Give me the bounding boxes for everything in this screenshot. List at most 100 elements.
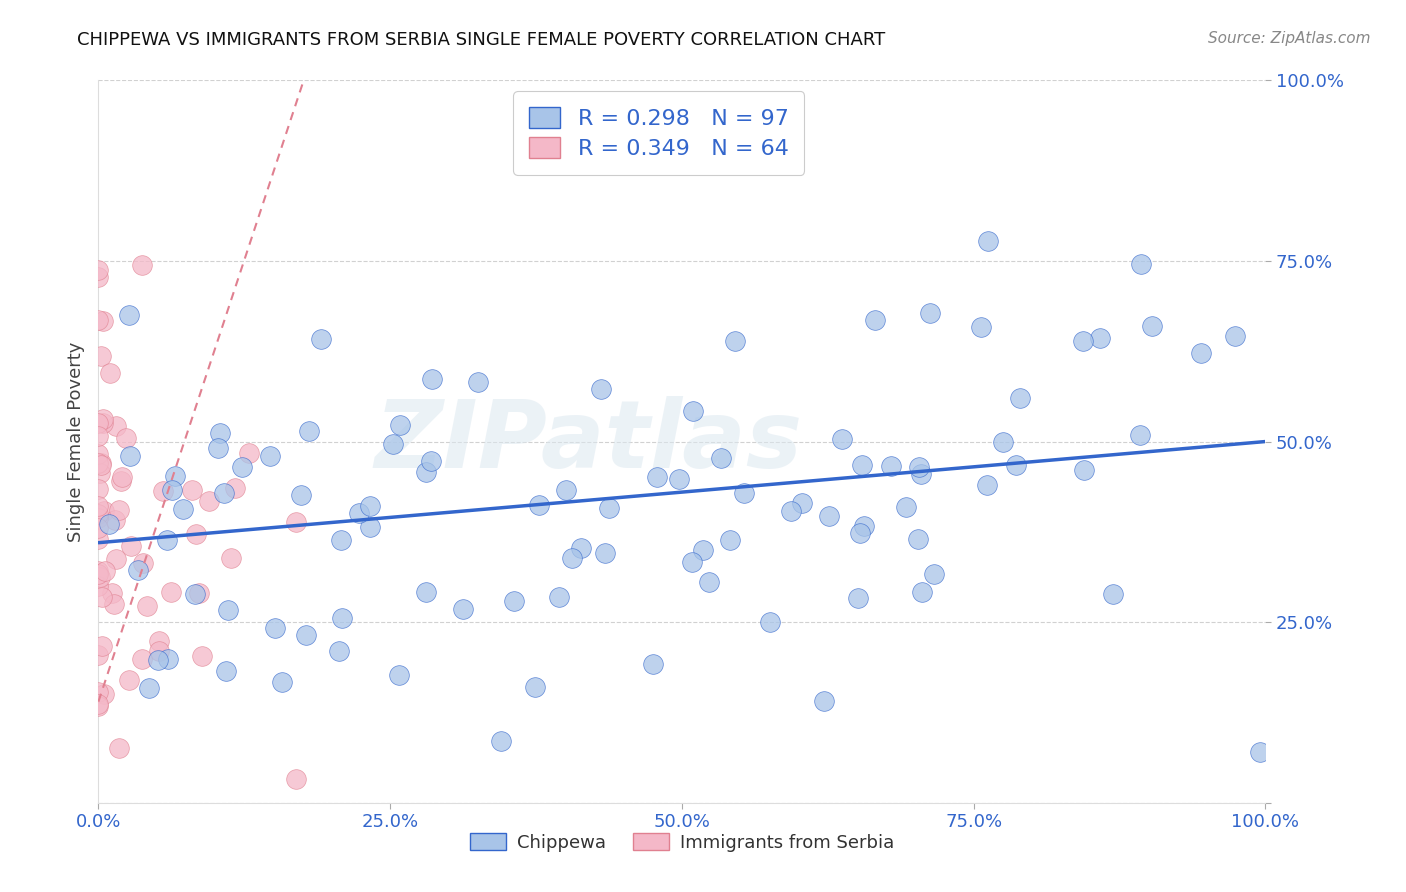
Point: [697, 574, 720, 589]
Point: [831, 432, 853, 446]
Point: [298, 424, 321, 438]
Point: [347, 506, 370, 520]
Point: [207, 441, 229, 455]
Point: [908, 460, 931, 475]
Point: [880, 458, 903, 473]
Point: [87, 648, 110, 663]
Point: [152, 483, 174, 498]
Point: [259, 450, 281, 464]
Point: [451, 602, 474, 616]
Point: [107, 502, 129, 516]
Point: [157, 652, 180, 666]
Point: [359, 499, 381, 513]
Point: [87, 447, 110, 461]
Point: [668, 471, 690, 485]
Point: [238, 446, 260, 460]
Point: [710, 451, 733, 466]
Point: [89, 466, 111, 480]
Point: [1223, 329, 1246, 343]
Point: [911, 585, 934, 599]
Point: [284, 516, 307, 530]
Point: [263, 621, 285, 635]
Point: [554, 483, 576, 498]
Point: [110, 474, 132, 488]
Point: [136, 599, 159, 614]
Point: [846, 591, 869, 605]
Point: [131, 258, 153, 272]
Point: [94, 564, 117, 578]
Point: [894, 500, 917, 514]
Point: [817, 508, 839, 523]
Point: [214, 486, 236, 500]
Point: [91, 416, 114, 430]
Point: [87, 520, 110, 534]
Point: [91, 590, 114, 604]
Point: [172, 501, 194, 516]
Point: [148, 634, 170, 648]
Point: [329, 533, 352, 547]
Point: [132, 556, 155, 570]
Point: [188, 586, 211, 600]
Point: [309, 332, 332, 346]
Point: [758, 615, 780, 630]
Point: [682, 404, 704, 418]
Point: [681, 555, 703, 569]
Point: [419, 454, 441, 468]
Point: [148, 644, 170, 658]
Point: [593, 546, 616, 560]
Point: [217, 603, 239, 617]
Point: [918, 305, 941, 319]
Point: [90, 639, 112, 653]
Point: [779, 503, 801, 517]
Point: [231, 459, 253, 474]
Point: [87, 685, 110, 699]
Point: [184, 587, 207, 601]
Point: [569, 541, 592, 555]
Point: [1004, 458, 1026, 472]
Point: [107, 741, 129, 756]
Point: [1189, 345, 1212, 359]
Point: [111, 470, 134, 484]
Point: [1129, 427, 1152, 442]
Point: [159, 585, 181, 599]
Y-axis label: Single Female Poverty: Single Female Poverty: [66, 342, 84, 541]
Point: [524, 680, 547, 694]
Point: [87, 579, 110, 593]
Point: [270, 675, 292, 690]
Point: [215, 665, 238, 679]
Point: [118, 308, 141, 322]
Point: [103, 597, 125, 611]
Point: [970, 319, 993, 334]
Text: CHIPPEWA VS IMMIGRANTS FROM SERBIA SINGLE FEMALE POVERTY CORRELATION CHART: CHIPPEWA VS IMMIGRANTS FROM SERBIA SINGL…: [77, 31, 886, 49]
Point: [382, 437, 405, 451]
Point: [295, 628, 318, 642]
Point: [87, 482, 110, 496]
Point: [848, 525, 870, 540]
Point: [138, 681, 160, 695]
Point: [813, 694, 835, 708]
Point: [87, 566, 110, 581]
Point: [724, 334, 747, 349]
Point: [284, 772, 307, 786]
Point: [191, 649, 214, 664]
Point: [180, 483, 202, 497]
Point: [87, 698, 110, 712]
Point: [100, 366, 122, 380]
Point: [591, 382, 613, 396]
Point: [87, 428, 110, 442]
Point: [87, 532, 110, 546]
Point: [415, 466, 437, 480]
Point: [910, 467, 932, 481]
Point: [733, 486, 755, 500]
Point: [87, 313, 110, 327]
Point: [87, 456, 110, 470]
Point: [87, 499, 110, 513]
Legend: Chippewa, Immigrants from Serbia: Chippewa, Immigrants from Serbia: [463, 826, 901, 859]
Point: [209, 425, 232, 440]
Point: [645, 470, 668, 484]
Point: [118, 673, 141, 687]
Point: [359, 520, 381, 534]
Point: [718, 533, 741, 548]
Point: [598, 500, 620, 515]
Point: [330, 611, 353, 625]
